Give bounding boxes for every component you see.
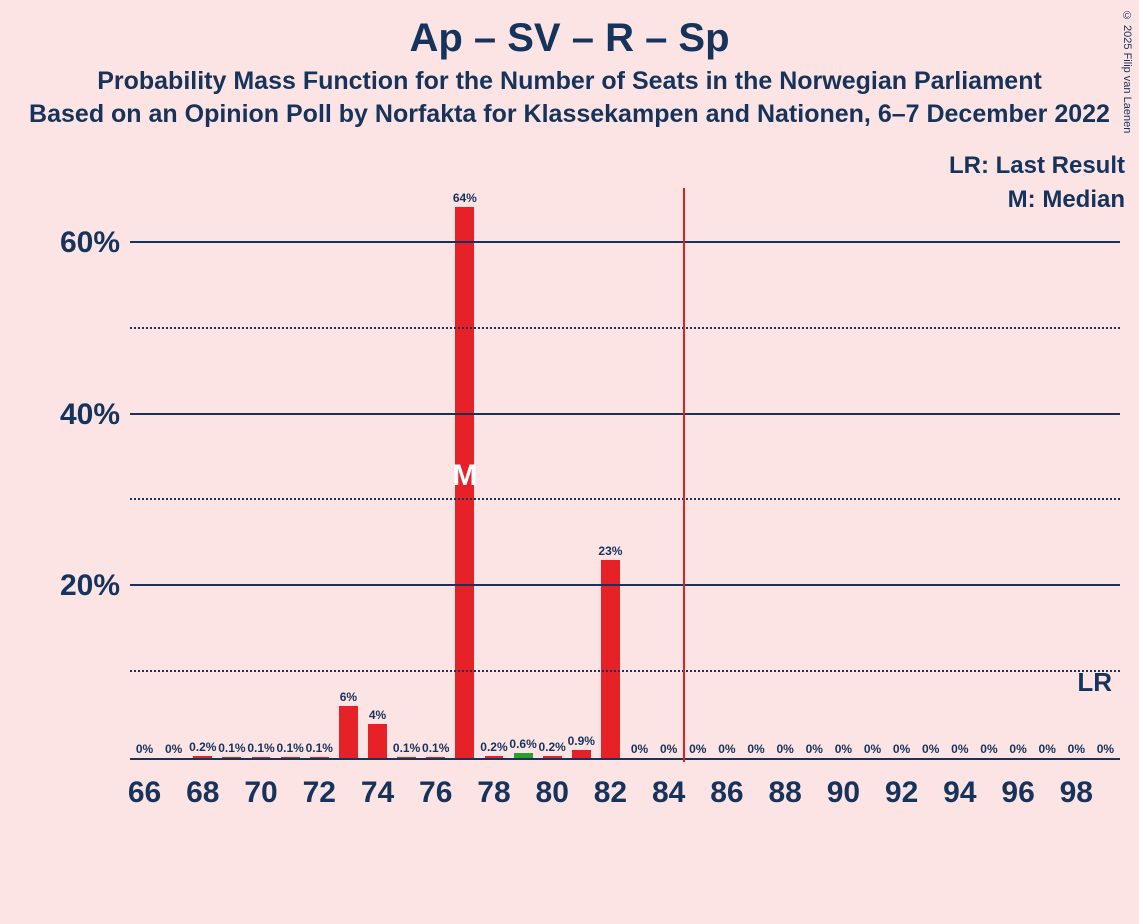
gridline	[130, 670, 1120, 672]
x-tick-label: 96	[1001, 776, 1034, 810]
x-tick-label: 82	[594, 776, 627, 810]
gridline	[130, 413, 1120, 415]
bar-value-label: 0.1%	[294, 741, 344, 757]
x-tick-label: 84	[652, 776, 685, 810]
x-tick-label: 92	[885, 776, 918, 810]
gridline	[130, 241, 1120, 243]
gridline	[130, 327, 1120, 329]
x-tick-label: 76	[419, 776, 452, 810]
x-tick-label: 98	[1060, 776, 1093, 810]
x-tick-label: 78	[477, 776, 510, 810]
x-tick-label: 68	[186, 776, 219, 810]
bar-value-label: 23%	[585, 544, 635, 560]
x-tick-label: 70	[244, 776, 277, 810]
bar: 64%M	[455, 207, 474, 758]
x-tick-label: 94	[943, 776, 976, 810]
x-axis: 66 68 70 72 74 76 78 80 82 84 86 88 90 92 94 96 98	[130, 770, 1120, 820]
bar-value-label: 64%	[440, 191, 490, 207]
chart-title: Ap – SV – R – Sp	[0, 16, 1139, 61]
chart-subtitle: Probability Mass Function for the Number…	[0, 67, 1139, 96]
y-tick-label: 20%	[30, 569, 120, 603]
bar: 0.1%	[222, 757, 241, 758]
legend-lr: LR: Last Result	[949, 152, 1125, 180]
gridline	[130, 498, 1120, 500]
bar-value-label: 0%	[1080, 742, 1130, 758]
x-tick-label: 90	[827, 776, 860, 810]
bar: 0.2%	[543, 756, 562, 758]
bar-value-label: 6%	[323, 690, 373, 706]
bar: 0.1%	[426, 757, 445, 758]
bar: 0.1%	[281, 757, 300, 758]
median-label: M	[452, 459, 477, 493]
lr-line	[683, 188, 685, 762]
bar: 0.9%	[572, 750, 591, 758]
gridline	[130, 584, 1120, 586]
x-tick-label: 80	[536, 776, 569, 810]
plot-area: 0%0%0.2%0.1%0.1%0.1%0.1%6%4%0.1%0.1%64%M…	[130, 200, 1120, 760]
bar-value-label: 4%	[352, 708, 402, 724]
x-tick-label: 72	[303, 776, 336, 810]
chart-source: Based on an Opinion Poll by Norfakta for…	[0, 100, 1139, 129]
bars-layer: 0%0%0.2%0.1%0.1%0.1%0.1%6%4%0.1%0.1%64%M…	[130, 200, 1120, 758]
bar: 0.1%	[252, 757, 271, 758]
bar: 0.1%	[397, 757, 416, 758]
copyright-text: © 2025 Filip van Laenen	[1121, 10, 1133, 133]
y-tick-label: 60%	[30, 226, 120, 260]
bar: 0.2%	[485, 756, 504, 758]
chart-area: 0%0%0.2%0.1%0.1%0.1%0.1%6%4%0.1%0.1%64%M…	[100, 200, 1120, 820]
y-tick-label: 40%	[30, 398, 120, 432]
x-tick-label: 74	[361, 776, 394, 810]
x-tick-label: 66	[128, 776, 161, 810]
lr-label: LR	[1077, 667, 1112, 698]
bar: 0.1%	[310, 757, 329, 758]
titles-block: Ap – SV – R – Sp Probability Mass Functi…	[0, 0, 1139, 129]
x-tick-label: 88	[768, 776, 801, 810]
bar-value-label: 0.1%	[411, 741, 461, 757]
x-tick-label: 86	[710, 776, 743, 810]
bar-value-label: 0.9%	[556, 734, 606, 750]
bar: 23%	[601, 560, 620, 758]
